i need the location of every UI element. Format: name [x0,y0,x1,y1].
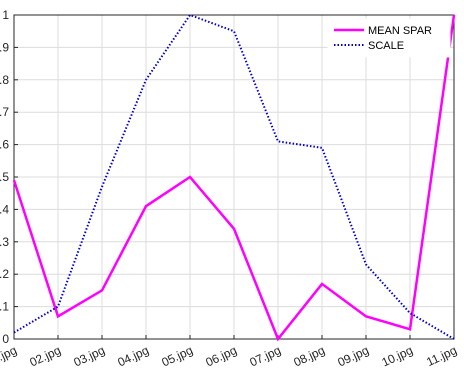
legend-label: MEAN SPAR [368,25,432,37]
y-tick-label: 1 [2,8,9,22]
y-tick-label: 0.1 [0,300,9,314]
legend: MEAN SPAR SCALE [328,19,450,57]
x-tick-label: 07.jpg [247,343,283,370]
x-tick-label: 11.jpg [424,343,459,369]
x-tick-label: 04.jpg [115,343,151,370]
y-tick-label: 0.7 [0,105,9,119]
y-tick-label: 0.6 [0,138,9,152]
y-axis: 0 0.1 0.2 0.3 0.4 0.5 0.6 0.7 0.8 0.9 1 [0,8,18,346]
x-tick-label: 05.jpg [159,343,195,370]
legend-label: SCALE [368,40,404,52]
y-tick-label: 0.9 [0,40,9,54]
y-tick-label: 0.3 [0,235,9,249]
y-tick-label: 0.4 [0,202,9,216]
x-axis: 01.jpg 02.jpg 03.jpg 04.jpg 05.jpg 06.jpg 07.j… [0,335,459,370]
y-tick-label: 0.2 [0,267,9,281]
x-tick-label: 06.jpg [203,343,239,370]
x-tick-label: 08.jpg [291,343,327,370]
y-tick-label: 0 [2,332,9,346]
x-tick-label: 01.jpg [0,343,19,370]
grid-layer [14,15,454,339]
x-tick-label: 10.jpg [379,343,415,370]
y-tick-label: 0.8 [0,73,9,87]
x-tick-label: 02.jpg [27,343,63,370]
x-tick-label: 03.jpg [71,343,107,370]
y-tick-label: 0.5 [0,170,9,184]
x-tick-label: 09.jpg [335,343,371,370]
